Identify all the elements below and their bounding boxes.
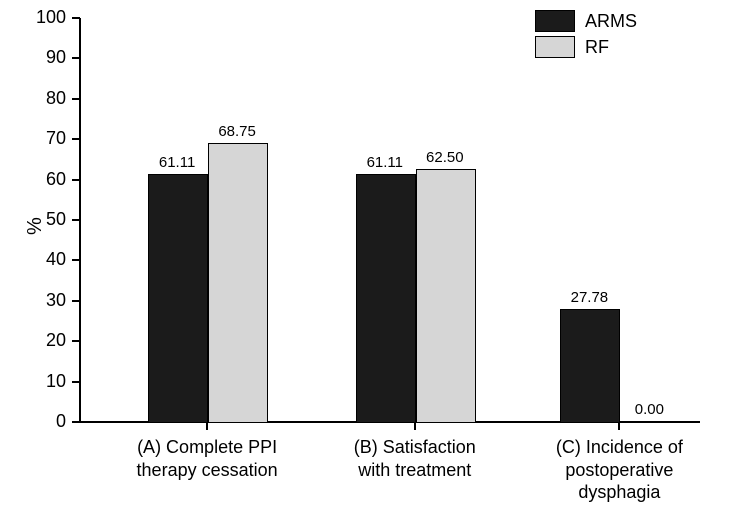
x-category-label: (C) Incidence ofpostoperativedysphagia [519,436,719,504]
plot-area: 010203040506070809010061.1168.75(A) Comp… [80,18,700,422]
y-tick [72,340,80,342]
bar-arms [148,174,208,422]
legend-swatch [535,36,575,58]
y-tick-label: 10 [22,371,66,392]
y-tick-label: 50 [22,209,66,230]
y-tick [72,219,80,221]
y-tick [72,381,80,383]
y-tick [72,421,80,423]
y-tick [72,98,80,100]
legend-item-arms: ARMS [535,10,637,32]
bar-rf [620,421,680,422]
y-tick-label: 70 [22,128,66,149]
y-tick [72,57,80,59]
y-tick-label: 100 [22,7,66,28]
x-tick [414,422,416,430]
y-tick-label: 80 [22,88,66,109]
bar-arms [356,174,416,422]
bar-value-label: 27.78 [554,289,624,306]
y-tick-label: 0 [22,411,66,432]
legend-label: RF [585,37,609,58]
bar-value-label: 61.11 [142,154,212,171]
y-tick-label: 30 [22,290,66,311]
y-tick [72,300,80,302]
legend-label: ARMS [585,11,637,32]
x-category-label: (A) Complete PPItherapy cessation [107,436,307,481]
bar-value-label: 68.75 [202,123,272,140]
y-tick [72,138,80,140]
legend-swatch [535,10,575,32]
x-tick [618,422,620,430]
y-tick [72,17,80,19]
legend: ARMS RF [535,10,637,62]
y-tick [72,179,80,181]
legend-item-rf: RF [535,36,637,58]
y-tick-label: 20 [22,330,66,351]
bar-rf [208,143,268,422]
bar-chart: % 010203040506070809010061.1168.75(A) Co… [0,0,731,525]
bar-rf [416,169,476,423]
y-tick [72,259,80,261]
x-category-label: (B) Satisfactionwith treatment [315,436,515,481]
y-tick-label: 60 [22,169,66,190]
bar-value-label: 0.00 [614,401,684,418]
y-tick-label: 90 [22,47,66,68]
bar-arms [560,309,620,422]
bar-value-label: 62.50 [410,149,480,166]
x-tick [206,422,208,430]
y-tick-label: 40 [22,249,66,270]
